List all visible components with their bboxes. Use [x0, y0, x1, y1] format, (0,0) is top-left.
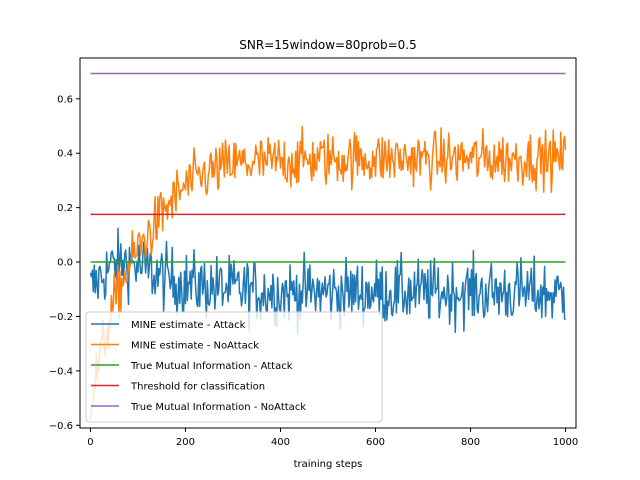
legend-entry-label: MINE estimate - NoAttack — [131, 341, 259, 352]
legend-entry-label: True Mutual Information - NoAttack — [130, 402, 306, 413]
series-line-1 — [89, 125, 567, 420]
x-axis-label: training steps — [294, 459, 363, 470]
series-line-0 — [89, 227, 566, 335]
y-tick-label: 0.4 — [57, 149, 73, 160]
x-tick-label: 200 — [176, 437, 195, 448]
axis-ticks: 0 200 400 600 800 1000 −0.6 −0.4 −0.2 0.0 0.2 0.4 0.… — [49, 94, 579, 448]
legend-entry-label: True Mutual Information - Attack — [130, 361, 293, 372]
plot-area — [89, 72, 567, 420]
x-tick-label: 0 — [87, 437, 93, 448]
x-tick-label: 400 — [271, 437, 290, 448]
legend: MINE estimate - Attack MINE estimate - No… — [85, 311, 383, 423]
axes-frame — [79, 57, 577, 429]
y-tick-label: −0.2 — [49, 312, 73, 323]
y-tick-label: −0.4 — [49, 366, 73, 377]
x-tick-label: 600 — [366, 437, 385, 448]
y-tick-label: 0.2 — [57, 203, 73, 214]
legend-entry-label: Threshold for classification — [130, 382, 265, 393]
y-tick-label: 0.0 — [57, 258, 73, 269]
chart-title: SNR=15window=80prob=0.5 — [239, 38, 417, 52]
x-tick-label: 800 — [461, 437, 480, 448]
x-tick-label: 1000 — [553, 437, 578, 448]
y-tick-label: 0.6 — [57, 94, 73, 105]
legend-entry-label: MINE estimate - Attack — [131, 320, 246, 331]
y-tick-label: −0.6 — [49, 421, 73, 432]
legend-box — [85, 311, 383, 423]
